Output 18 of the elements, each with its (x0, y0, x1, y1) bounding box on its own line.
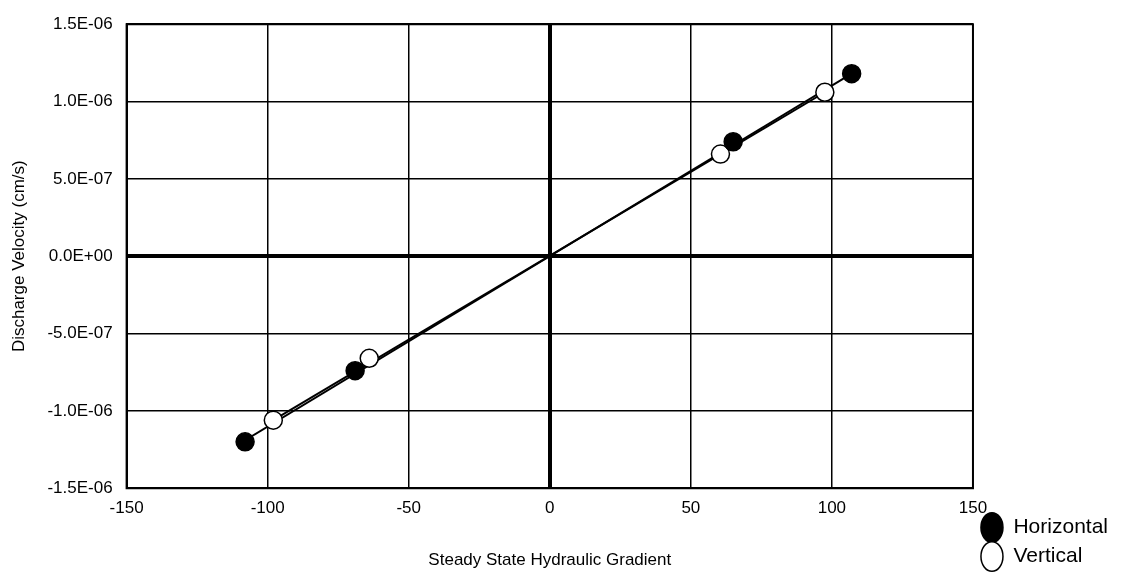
y-tick-label: -5.0E-07 (47, 323, 113, 343)
y-tick-label: 5.0E-07 (53, 168, 113, 188)
y-tick-label: 0.0E+00 (48, 245, 113, 265)
x-tick-label: -150 (109, 498, 144, 518)
x-axis-title: Steady State Hydraulic Gradient (428, 550, 672, 570)
x-tick-label: 0 (545, 498, 555, 518)
y-tick-label: -1.5E-06 (47, 477, 113, 497)
y-tick-label: -1.0E-06 (47, 400, 113, 420)
legend-label: Horizontal (1013, 514, 1109, 538)
y-tick-label: 1.0E-06 (53, 91, 113, 111)
y-tick-label: 1.5E-06 (53, 13, 113, 33)
x-tick-label: 50 (681, 498, 701, 518)
x-tick-label: 150 (958, 498, 988, 518)
y-axis-title: Discharge Velocity (cm/s) (8, 160, 28, 353)
legend-label: Vertical (1013, 543, 1083, 567)
x-tick-label: 100 (817, 498, 847, 518)
x-tick-label: -50 (396, 498, 422, 518)
x-tick-label: -100 (250, 498, 285, 518)
